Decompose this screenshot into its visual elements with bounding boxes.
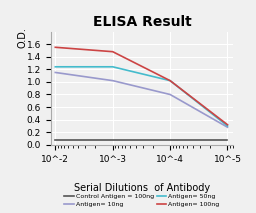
Y-axis label: O.D.: O.D.	[17, 27, 27, 48]
Title: ELISA Result: ELISA Result	[93, 15, 191, 29]
X-axis label: Serial Dilutions  of Antibody: Serial Dilutions of Antibody	[74, 183, 210, 193]
Legend: Control Antigen = 100ng, Antigen= 10ng, Antigen= 50ng, Antigen= 100ng: Control Antigen = 100ng, Antigen= 10ng, …	[62, 191, 222, 210]
